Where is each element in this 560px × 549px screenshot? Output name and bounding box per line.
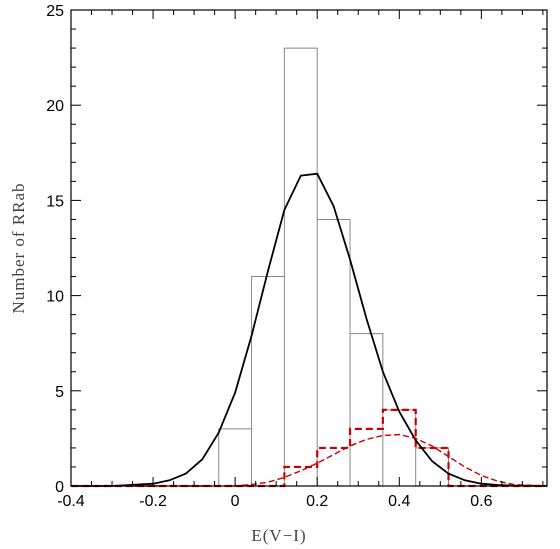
x-tick-label: 0.2 — [306, 493, 328, 510]
x-tick-label: 0.6 — [470, 493, 492, 510]
plot-background — [71, 10, 547, 486]
plot-area — [71, 10, 547, 486]
chart-marks — [71, 47, 548, 488]
y-tick-label: 15 — [46, 193, 64, 210]
y-axis-title: Number of RRab — [9, 182, 28, 313]
plot-frame — [70, 9, 548, 487]
x-tick-label: -0.2 — [139, 493, 167, 510]
x-tick-label: 0 — [231, 493, 240, 510]
x-tick-label: -0.4 — [57, 493, 85, 510]
red-dashed-fit-curve — [71, 433, 548, 487]
y-tick-label: 5 — [55, 384, 64, 401]
y-tick-label: 20 — [46, 98, 64, 115]
y-tick-label: 10 — [46, 289, 64, 306]
x-axis-title: E(V−I) — [251, 526, 306, 545]
y-tick-label: 0 — [55, 479, 64, 496]
black-fit-curve — [71, 172, 548, 487]
red-histogram-step — [71, 408, 547, 488]
x-tick-label: 0.4 — [388, 493, 410, 510]
y-tick-label: 25 — [46, 3, 64, 20]
axes: -0.4 -0.2 0 0.2 0.4 0.6 0 5 10 15 20 25 — [46, 3, 548, 510]
